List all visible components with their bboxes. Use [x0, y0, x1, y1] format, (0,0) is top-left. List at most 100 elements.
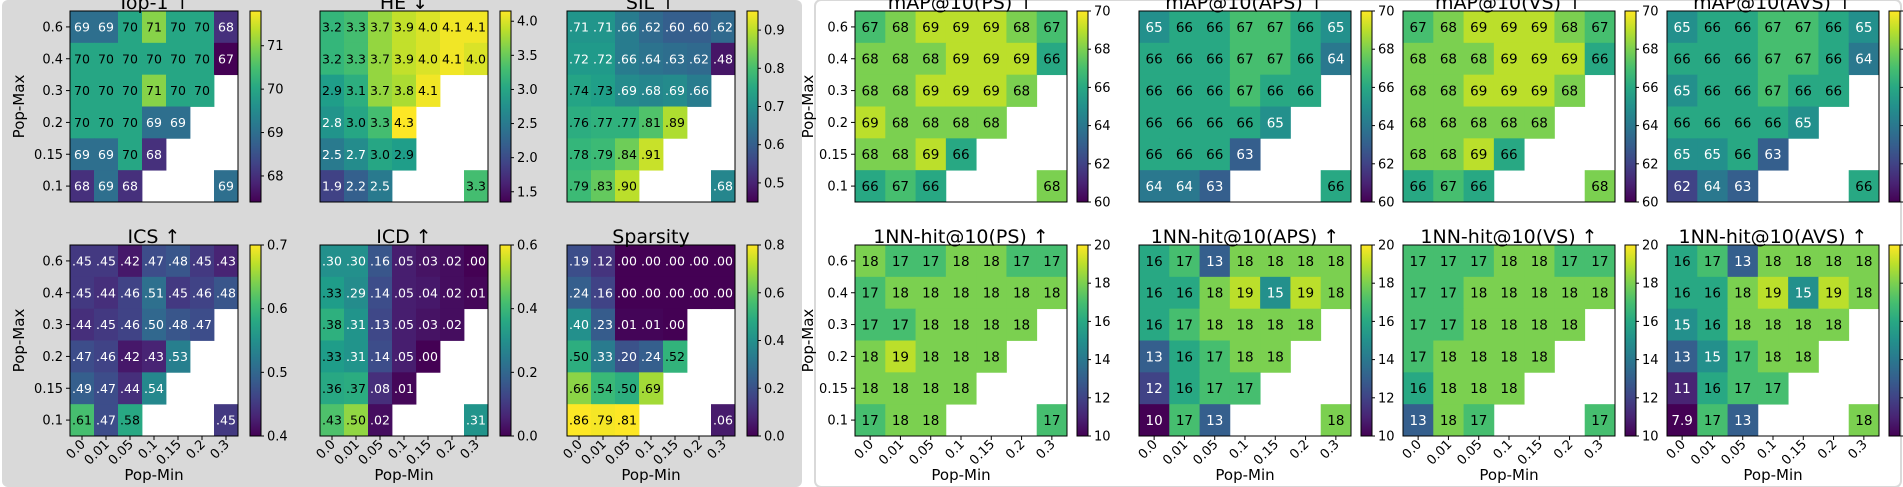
heatmap-cell [142, 11, 167, 44]
cell-value-label: .29 [346, 285, 366, 300]
colorbar-tick-label: 60 [1642, 196, 1659, 211]
heatmap-cell [368, 74, 393, 107]
cell-value-label: 68 [862, 52, 879, 68]
heatmap-cell [1788, 245, 1819, 278]
cell-value-label: 67 [1795, 52, 1812, 68]
cell-value-label: .02 [370, 413, 390, 428]
cell-value-label: 18 [862, 349, 879, 365]
heatmap-cell [70, 11, 95, 44]
heatmap-cell [1403, 42, 1434, 76]
cell-value-label: 67 [1764, 83, 1781, 99]
heatmap-cell [1320, 11, 1352, 44]
cell-value-label: 70 [170, 19, 186, 34]
heatmap-cell [855, 276, 886, 310]
heatmap-cell [1667, 245, 1698, 278]
heatmap-cell [915, 11, 947, 44]
cell-value-label: .45 [96, 253, 116, 268]
heatmap-cell [118, 308, 143, 341]
colorbar-tick-label: 0.4 [764, 334, 785, 349]
heatmap-cell [1229, 308, 1261, 341]
cell-value-label: .42 [120, 253, 140, 268]
cell-value-label: .48 [713, 51, 733, 66]
colorbar-tick-label: 2.5 [517, 117, 538, 132]
cell-value-label: .79 [569, 179, 589, 194]
heatmap-cell [190, 308, 215, 341]
heatmap-cell [1139, 106, 1170, 139]
cell-value-label: 68 [1410, 83, 1427, 99]
colorbar-tick-label: 66 [1378, 81, 1395, 96]
cell-value-label: .00 [689, 285, 709, 300]
cell-value-label: 71 [146, 83, 162, 98]
heatmap-cell [639, 138, 664, 171]
cell-value-label: 13 [1410, 413, 1427, 429]
heatmap-cell [639, 308, 664, 341]
heatmap-cell [567, 11, 592, 44]
heatmap-cell [464, 276, 489, 310]
cell-value-label: 18 [862, 381, 879, 397]
cell-value-label: 70 [122, 115, 138, 130]
colorbar [499, 244, 512, 437]
cell-value-label: 17 [1410, 349, 1427, 365]
heatmap-cell [1036, 245, 1068, 278]
heatmap-cell [915, 74, 947, 107]
heatmap-cell [567, 245, 592, 278]
cell-value-label: 18 [952, 254, 969, 270]
cell-value-label: 17 [922, 254, 939, 270]
heatmap-cell [567, 170, 592, 203]
heatmap-cell [1169, 308, 1200, 341]
heatmap-cell [1403, 340, 1434, 373]
colorbar-tick-label: 68 [1378, 43, 1395, 58]
cell-value-label: .00 [689, 253, 709, 268]
heatmap-cell [344, 276, 369, 310]
y-tick-label: 0.2 [42, 350, 63, 365]
cell-value-label: 70 [122, 51, 138, 66]
cell-value-label: 68 [1531, 115, 1548, 131]
cell-value-label: 66 [1176, 147, 1193, 163]
heatmap-cell [1463, 372, 1495, 405]
heatmap-cell [1463, 11, 1495, 44]
cell-value-label: 4.1 [442, 19, 462, 34]
cell-value-label: .05 [394, 317, 414, 332]
cell-value-label: 3.3 [346, 51, 366, 66]
y-tick-label: 0.1 [827, 414, 848, 429]
heatmap-cell [615, 276, 640, 310]
heatmap-cell [1554, 11, 1586, 44]
colorbar-tick-label: 10 [1094, 430, 1111, 445]
cell-value-label: 19 [1825, 286, 1842, 302]
heatmap-cell [190, 245, 215, 278]
colorbar-tick-label: 0.5 [267, 366, 288, 381]
cell-value-label: .30 [322, 253, 342, 268]
heatmap-cell [368, 106, 393, 139]
heatmap-cell [1584, 170, 1616, 203]
heatmap-cell [1290, 245, 1322, 278]
heatmap-cell [1667, 308, 1698, 341]
cell-value-label: .38 [322, 317, 342, 332]
colorbar-tick-label: 70 [1094, 5, 1111, 20]
heatmap-cell [615, 42, 640, 76]
cell-value-label: 66 [1206, 20, 1223, 36]
heatmap-cell [368, 245, 393, 278]
heatmap-nn_vs: 17 17 17 18 18 17 17 17 17 18 18 18 18 18 17 17 18 18 18 18… [1400, 226, 1659, 484]
heatmap-cell [945, 245, 977, 278]
heatmap-cell [344, 245, 369, 278]
heatmap-cell [1260, 340, 1291, 373]
colorbar-tick-label: 0.6 [764, 286, 785, 301]
cell-value-label: 16 [1704, 381, 1721, 397]
cell-value-label: 18 [983, 286, 1000, 302]
cell-value-label: 68 [122, 179, 138, 194]
cell-value-label: 19 [1236, 286, 1253, 302]
heatmap-cell [1199, 340, 1231, 373]
cell-value-label: 66 [1704, 52, 1721, 68]
cell-value-label: 66 [1176, 115, 1193, 131]
heatmap-cell [1554, 245, 1586, 278]
cell-value-label: 68 [1440, 52, 1457, 68]
cell-value-label: .16 [370, 253, 390, 268]
heatmap-cell [567, 340, 592, 373]
colorbar-tick-label: 62 [1642, 157, 1659, 172]
heatmap-cell [1403, 372, 1434, 405]
heatmap-cell [1757, 308, 1789, 341]
heatmap-cell [118, 106, 143, 139]
heatmap-cell [368, 404, 393, 437]
heatmap-frame [1138, 10, 1352, 203]
cell-value-label: 70 [170, 83, 186, 98]
